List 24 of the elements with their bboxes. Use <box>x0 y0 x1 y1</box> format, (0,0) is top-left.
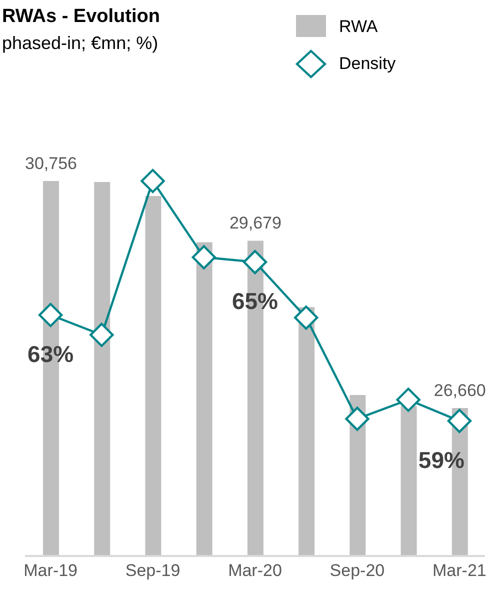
point <box>38 302 63 328</box>
data-label: 59% <box>418 446 464 473</box>
point <box>90 322 114 347</box>
data-label: 30,756 <box>25 154 77 173</box>
data-label: 63% <box>28 341 74 368</box>
data-label: 29,679 <box>229 214 282 233</box>
point <box>345 406 370 431</box>
x-tick-label: Sep-20 <box>330 561 385 580</box>
point <box>192 245 216 270</box>
point <box>396 388 420 412</box>
x-tick-label: Mar-19 <box>24 561 78 580</box>
x-tick-label: Sep-19 <box>125 561 180 580</box>
x-tick-label: Mar-21 <box>432 561 486 580</box>
chart-subtitle: phased-in; €mn; %) <box>2 32 160 55</box>
legend-label: Density <box>339 54 396 74</box>
point <box>242 250 268 274</box>
point <box>294 306 318 330</box>
x-tick-label: Mar-20 <box>228 561 282 580</box>
data-label: 65% <box>232 288 278 314</box>
legend-label: RWA <box>339 16 378 36</box>
point <box>140 168 165 194</box>
data-label: 26,660 <box>434 381 486 400</box>
chart-title: RWAs - Evolution <box>2 5 160 29</box>
point <box>447 408 472 434</box>
